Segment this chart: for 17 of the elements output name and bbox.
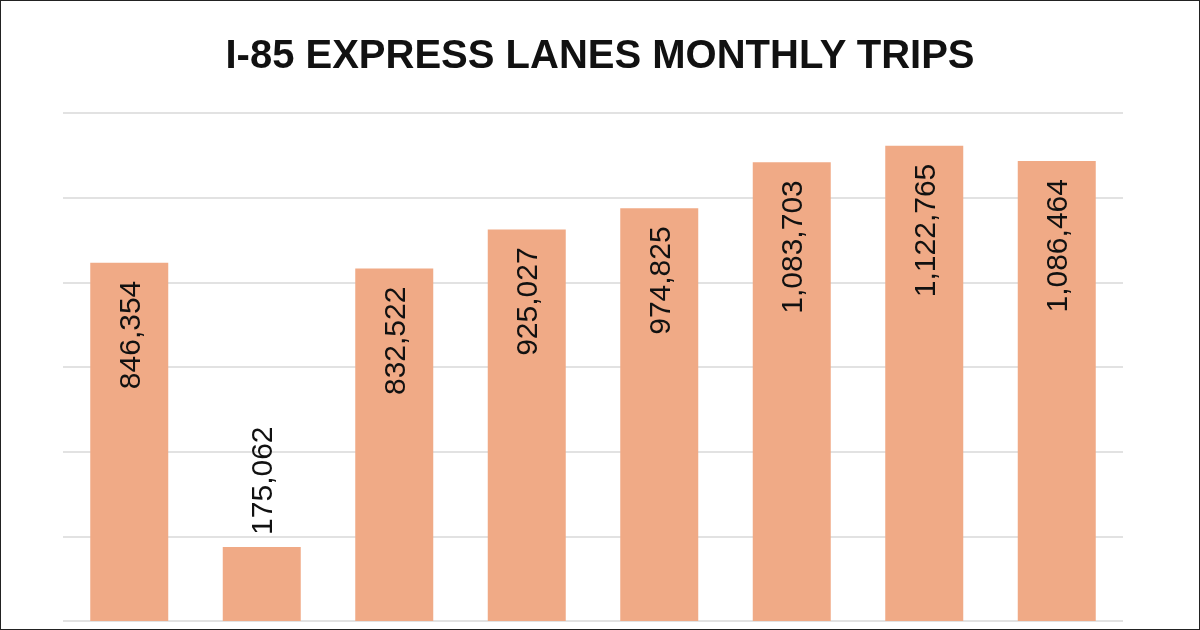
data-label: 925,027 — [510, 247, 544, 356]
bar — [222, 546, 301, 621]
data-label: 1,086,464 — [1040, 179, 1074, 313]
data-label: 832,522 — [377, 286, 411, 396]
bar — [355, 268, 434, 621]
bar — [487, 229, 566, 621]
data-label: 1,122,765 — [907, 163, 941, 298]
chart-title: I-85 EXPRESS LANES MONTHLY TRIPS — [225, 32, 975, 76]
data-label: 974,825 — [642, 226, 676, 335]
bar — [752, 162, 831, 621]
bar — [620, 208, 699, 621]
data-label: 1,083,703 — [775, 180, 809, 314]
data-label: 175,062 — [245, 426, 279, 535]
bar — [90, 262, 169, 621]
bar — [1017, 161, 1096, 621]
bar — [885, 145, 964, 621]
data-label: 846,354 — [112, 280, 146, 390]
